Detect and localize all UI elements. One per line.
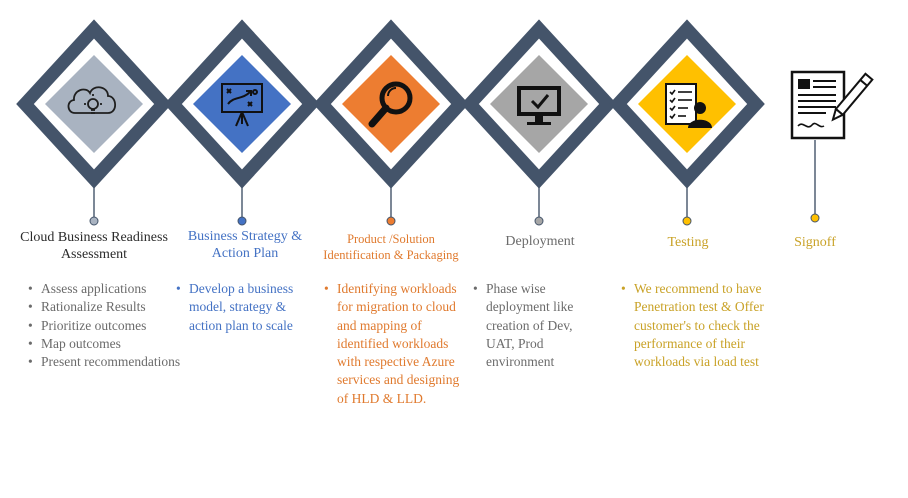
stage-1-bullet-4: Map outcomes — [28, 335, 181, 354]
stage-1-bullet-5: Present recommendations — [28, 353, 181, 372]
stage-4-dot — [534, 216, 544, 226]
stage-3-dot — [386, 216, 396, 226]
document-pen-icon — [790, 70, 874, 140]
stage-2-bullets: Develop a business model, strategy & act… — [175, 280, 319, 335]
stage-2-dot — [237, 216, 247, 226]
stage-1-bullet-1: Assess applications — [28, 280, 181, 299]
monitor-check-icon — [517, 86, 561, 125]
stage-5-title: Testing — [667, 235, 709, 250]
stage-3: Product /Solution Identification & Packa… — [316, 0, 466, 498]
stage-2: Business Strategy & Action Plan Develop … — [170, 0, 320, 498]
stage-1: Cloud Business Readiness Assessment Asse… — [19, 0, 180, 498]
stage-4-bullet-1: Phase wise deployment like creation of D… — [473, 280, 596, 371]
stage-4-frame — [461, 19, 617, 189]
stage-4: Deployment Phase wise deployment like cr… — [465, 0, 615, 498]
magnifier-icon — [368, 81, 413, 128]
stage-3-diamond — [342, 55, 440, 153]
stage-4-bullets: Phase wise deployment like creation of D… — [472, 280, 596, 371]
stage-2-diamond — [193, 55, 291, 153]
stage-2-title: Business Strategy & Action Plan — [187, 229, 303, 261]
stage-6-title: Signoff — [794, 235, 836, 250]
stage-1-dot — [89, 216, 99, 226]
cloud-lightbulb-icon — [67, 86, 117, 114]
stage-4-title: Deployment — [505, 234, 575, 249]
stage-5-bullet-1: We recommend to have Penetration test & … — [621, 280, 769, 371]
stage-5-dot — [682, 216, 692, 226]
stage-3-bullets: Identifying workloads for migration to c… — [323, 280, 472, 408]
stage-1-diamond — [45, 55, 143, 153]
stage-5-frame — [609, 19, 765, 189]
stage-3-title: Product /Solution Identification & Packa… — [323, 232, 459, 262]
stage-1-frame — [16, 19, 172, 189]
stage-1-bullet-2: Rationalize Results — [28, 298, 181, 317]
strategy-board-icon — [221, 83, 263, 127]
stage-1-bullets: Assess applications Rationalize Results … — [27, 280, 181, 372]
stage-2-bullet-1: Develop a business model, strategy & act… — [176, 280, 319, 335]
stage-1-title: Cloud Business Readiness Assessment — [20, 230, 168, 262]
stage-6-dot — [810, 213, 820, 223]
stage-6: Signoff — [740, 0, 890, 498]
checklist-person-icon — [665, 83, 712, 128]
stage-1-bullet-3: Prioritize outcomes — [28, 317, 181, 336]
stage-3-bullet-1: Identifying workloads for migration to c… — [324, 280, 472, 408]
stage-3-frame — [313, 19, 469, 189]
stage-5: Testing We recommend to have Penetration… — [613, 0, 764, 498]
stage-5-bullets: We recommend to have Penetration test & … — [620, 280, 769, 371]
stage-2-frame — [164, 19, 320, 189]
